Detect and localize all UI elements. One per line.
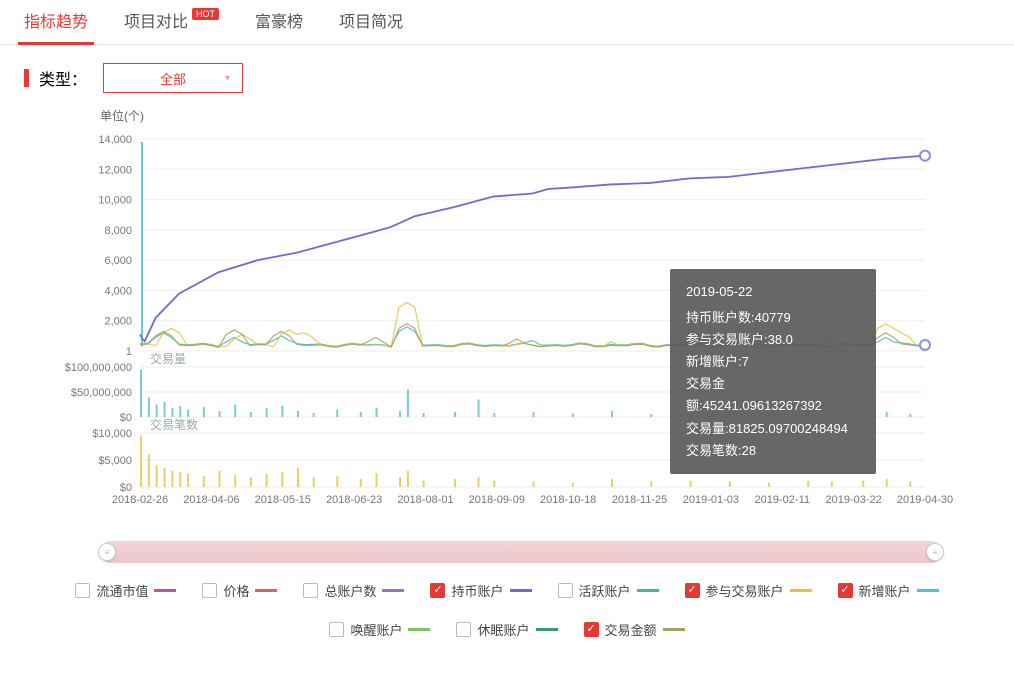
svg-text:$50,000,000: $50,000,000 bbox=[71, 387, 132, 399]
tab-1[interactable]: 项目对比HOT bbox=[124, 0, 219, 44]
legend-label: 持币账户 bbox=[451, 581, 503, 600]
legend-checkbox[interactable] bbox=[838, 583, 853, 598]
tooltip-date: 2019-05-22 bbox=[686, 281, 860, 303]
legend-swatch bbox=[790, 589, 812, 592]
svg-text:$10,000: $10,000 bbox=[92, 428, 132, 440]
svg-text:2018-02-26: 2018-02-26 bbox=[112, 494, 168, 506]
svg-text:14,000: 14,000 bbox=[98, 134, 132, 146]
unit-label: 单位(个) bbox=[100, 107, 144, 124]
legend-item: 价格 bbox=[202, 581, 277, 600]
range-handle-left[interactable]: ≡ bbox=[98, 543, 116, 561]
legend-label: 活跃账户 bbox=[579, 581, 631, 600]
legend-item: 唤醒账户 bbox=[329, 620, 430, 639]
legend-checkbox[interactable] bbox=[685, 583, 700, 598]
legend-checkbox[interactable] bbox=[202, 583, 217, 598]
legend: 流通市值 价格 总账户数 持币账户 活跃账户 参与交易账户 新增账户唤醒账户 休眠账户 交易金额 bbox=[0, 563, 1014, 659]
legend-checkbox[interactable] bbox=[75, 583, 90, 598]
svg-text:$0: $0 bbox=[120, 412, 132, 424]
legend-item: 参与交易账户 bbox=[685, 581, 812, 600]
legend-item: 休眠账户 bbox=[456, 620, 557, 639]
legend-item: 新增账户 bbox=[838, 581, 939, 600]
hot-badge: HOT bbox=[192, 8, 219, 20]
legend-label: 参与交易账户 bbox=[706, 581, 784, 600]
legend-swatch bbox=[382, 589, 404, 592]
svg-text:6,000: 6,000 bbox=[104, 255, 132, 267]
chart-tooltip: 2019-05-22 持币账户数:40779参与交易账户:38.0新增账户:7交… bbox=[670, 269, 876, 474]
svg-text:交易笔数: 交易笔数 bbox=[150, 417, 198, 432]
svg-text:2019-04-30: 2019-04-30 bbox=[897, 494, 953, 506]
svg-text:2018-08-01: 2018-08-01 bbox=[397, 494, 453, 506]
legend-label: 流通市值 bbox=[96, 581, 148, 600]
type-select-value: 全部 bbox=[160, 69, 186, 88]
legend-swatch bbox=[255, 589, 277, 592]
legend-item: 总账户数 bbox=[303, 581, 404, 600]
legend-item: 交易金额 bbox=[584, 620, 685, 639]
tooltip-row: 新增账户:7 bbox=[686, 351, 860, 373]
svg-text:2019-01-03: 2019-01-03 bbox=[683, 494, 739, 506]
svg-text:2019-03-22: 2019-03-22 bbox=[825, 494, 881, 506]
svg-text:2018-09-09: 2018-09-09 bbox=[469, 494, 525, 506]
range-handle-right[interactable]: ≡ bbox=[926, 543, 944, 561]
accent-bar bbox=[24, 69, 29, 87]
svg-text:2018-05-15: 2018-05-15 bbox=[255, 494, 311, 506]
svg-text:10,000: 10,000 bbox=[98, 195, 132, 207]
legend-checkbox[interactable] bbox=[329, 622, 344, 637]
svg-text:2019-02-11: 2019-02-11 bbox=[755, 494, 810, 506]
legend-checkbox[interactable] bbox=[430, 583, 445, 598]
svg-text:2018-06-23: 2018-06-23 bbox=[326, 494, 382, 506]
chevron-down-icon: ▾ bbox=[225, 73, 230, 84]
legend-label: 总账户数 bbox=[324, 581, 376, 600]
svg-text:2018-10-18: 2018-10-18 bbox=[540, 494, 596, 506]
legend-item: 活跃账户 bbox=[558, 581, 659, 600]
svg-text:$0: $0 bbox=[120, 482, 132, 494]
legend-label: 唤醒账户 bbox=[350, 620, 402, 639]
legend-label: 价格 bbox=[223, 581, 249, 600]
legend-swatch bbox=[917, 589, 939, 592]
legend-swatch bbox=[536, 628, 558, 631]
legend-swatch bbox=[637, 589, 659, 592]
svg-text:2,000: 2,000 bbox=[104, 316, 132, 328]
tooltip-row: 交易金额:45241.09613267392 bbox=[686, 373, 860, 417]
legend-item: 持币账户 bbox=[430, 581, 531, 600]
svg-text:$100,000,000: $100,000,000 bbox=[65, 362, 132, 374]
legend-checkbox[interactable] bbox=[558, 583, 573, 598]
svg-text:1: 1 bbox=[126, 346, 132, 358]
tooltip-row: 持币账户数:40779 bbox=[686, 307, 860, 329]
tooltip-row: 交易量:81825.09700248494 bbox=[686, 418, 860, 440]
svg-text:12,000: 12,000 bbox=[98, 164, 132, 176]
time-range-slider[interactable]: ≡ ≡ bbox=[100, 541, 942, 563]
tab-3[interactable]: 项目简况 bbox=[339, 0, 403, 44]
legend-swatch bbox=[154, 589, 176, 592]
svg-text:交易量: 交易量 bbox=[150, 351, 186, 366]
svg-text:2018-11-25: 2018-11-25 bbox=[612, 494, 667, 506]
svg-text:8,000: 8,000 bbox=[104, 225, 132, 237]
legend-checkbox[interactable] bbox=[456, 622, 471, 637]
legend-label: 休眠账户 bbox=[477, 620, 529, 639]
legend-swatch bbox=[408, 628, 430, 631]
legend-label: 交易金额 bbox=[605, 620, 657, 639]
legend-swatch bbox=[510, 589, 532, 592]
svg-text:2018-04-06: 2018-04-06 bbox=[183, 494, 239, 506]
svg-text:$5,000: $5,000 bbox=[98, 455, 132, 467]
legend-checkbox[interactable] bbox=[584, 622, 599, 637]
tab-2[interactable]: 富豪榜 bbox=[255, 0, 303, 44]
legend-label: 新增账户 bbox=[859, 581, 911, 600]
legend-swatch bbox=[663, 628, 685, 631]
filter-label: 类型： bbox=[39, 66, 87, 90]
tab-0[interactable]: 指标趋势 bbox=[24, 0, 88, 44]
chart-container: 单位(个) 14,00012,00010,0008,0006,0004,0002… bbox=[0, 101, 1014, 521]
tooltip-row: 交易笔数:28 bbox=[686, 440, 860, 462]
legend-checkbox[interactable] bbox=[303, 583, 318, 598]
svg-text:4,000: 4,000 bbox=[104, 285, 132, 297]
filter-row: 类型： 全部 ▾ bbox=[0, 45, 1014, 101]
legend-item: 流通市值 bbox=[75, 581, 176, 600]
tabs-bar: 指标趋势项目对比HOT 富豪榜项目简况 bbox=[0, 0, 1014, 45]
type-select[interactable]: 全部 ▾ bbox=[103, 63, 243, 93]
tooltip-row: 参与交易账户:38.0 bbox=[686, 329, 860, 351]
